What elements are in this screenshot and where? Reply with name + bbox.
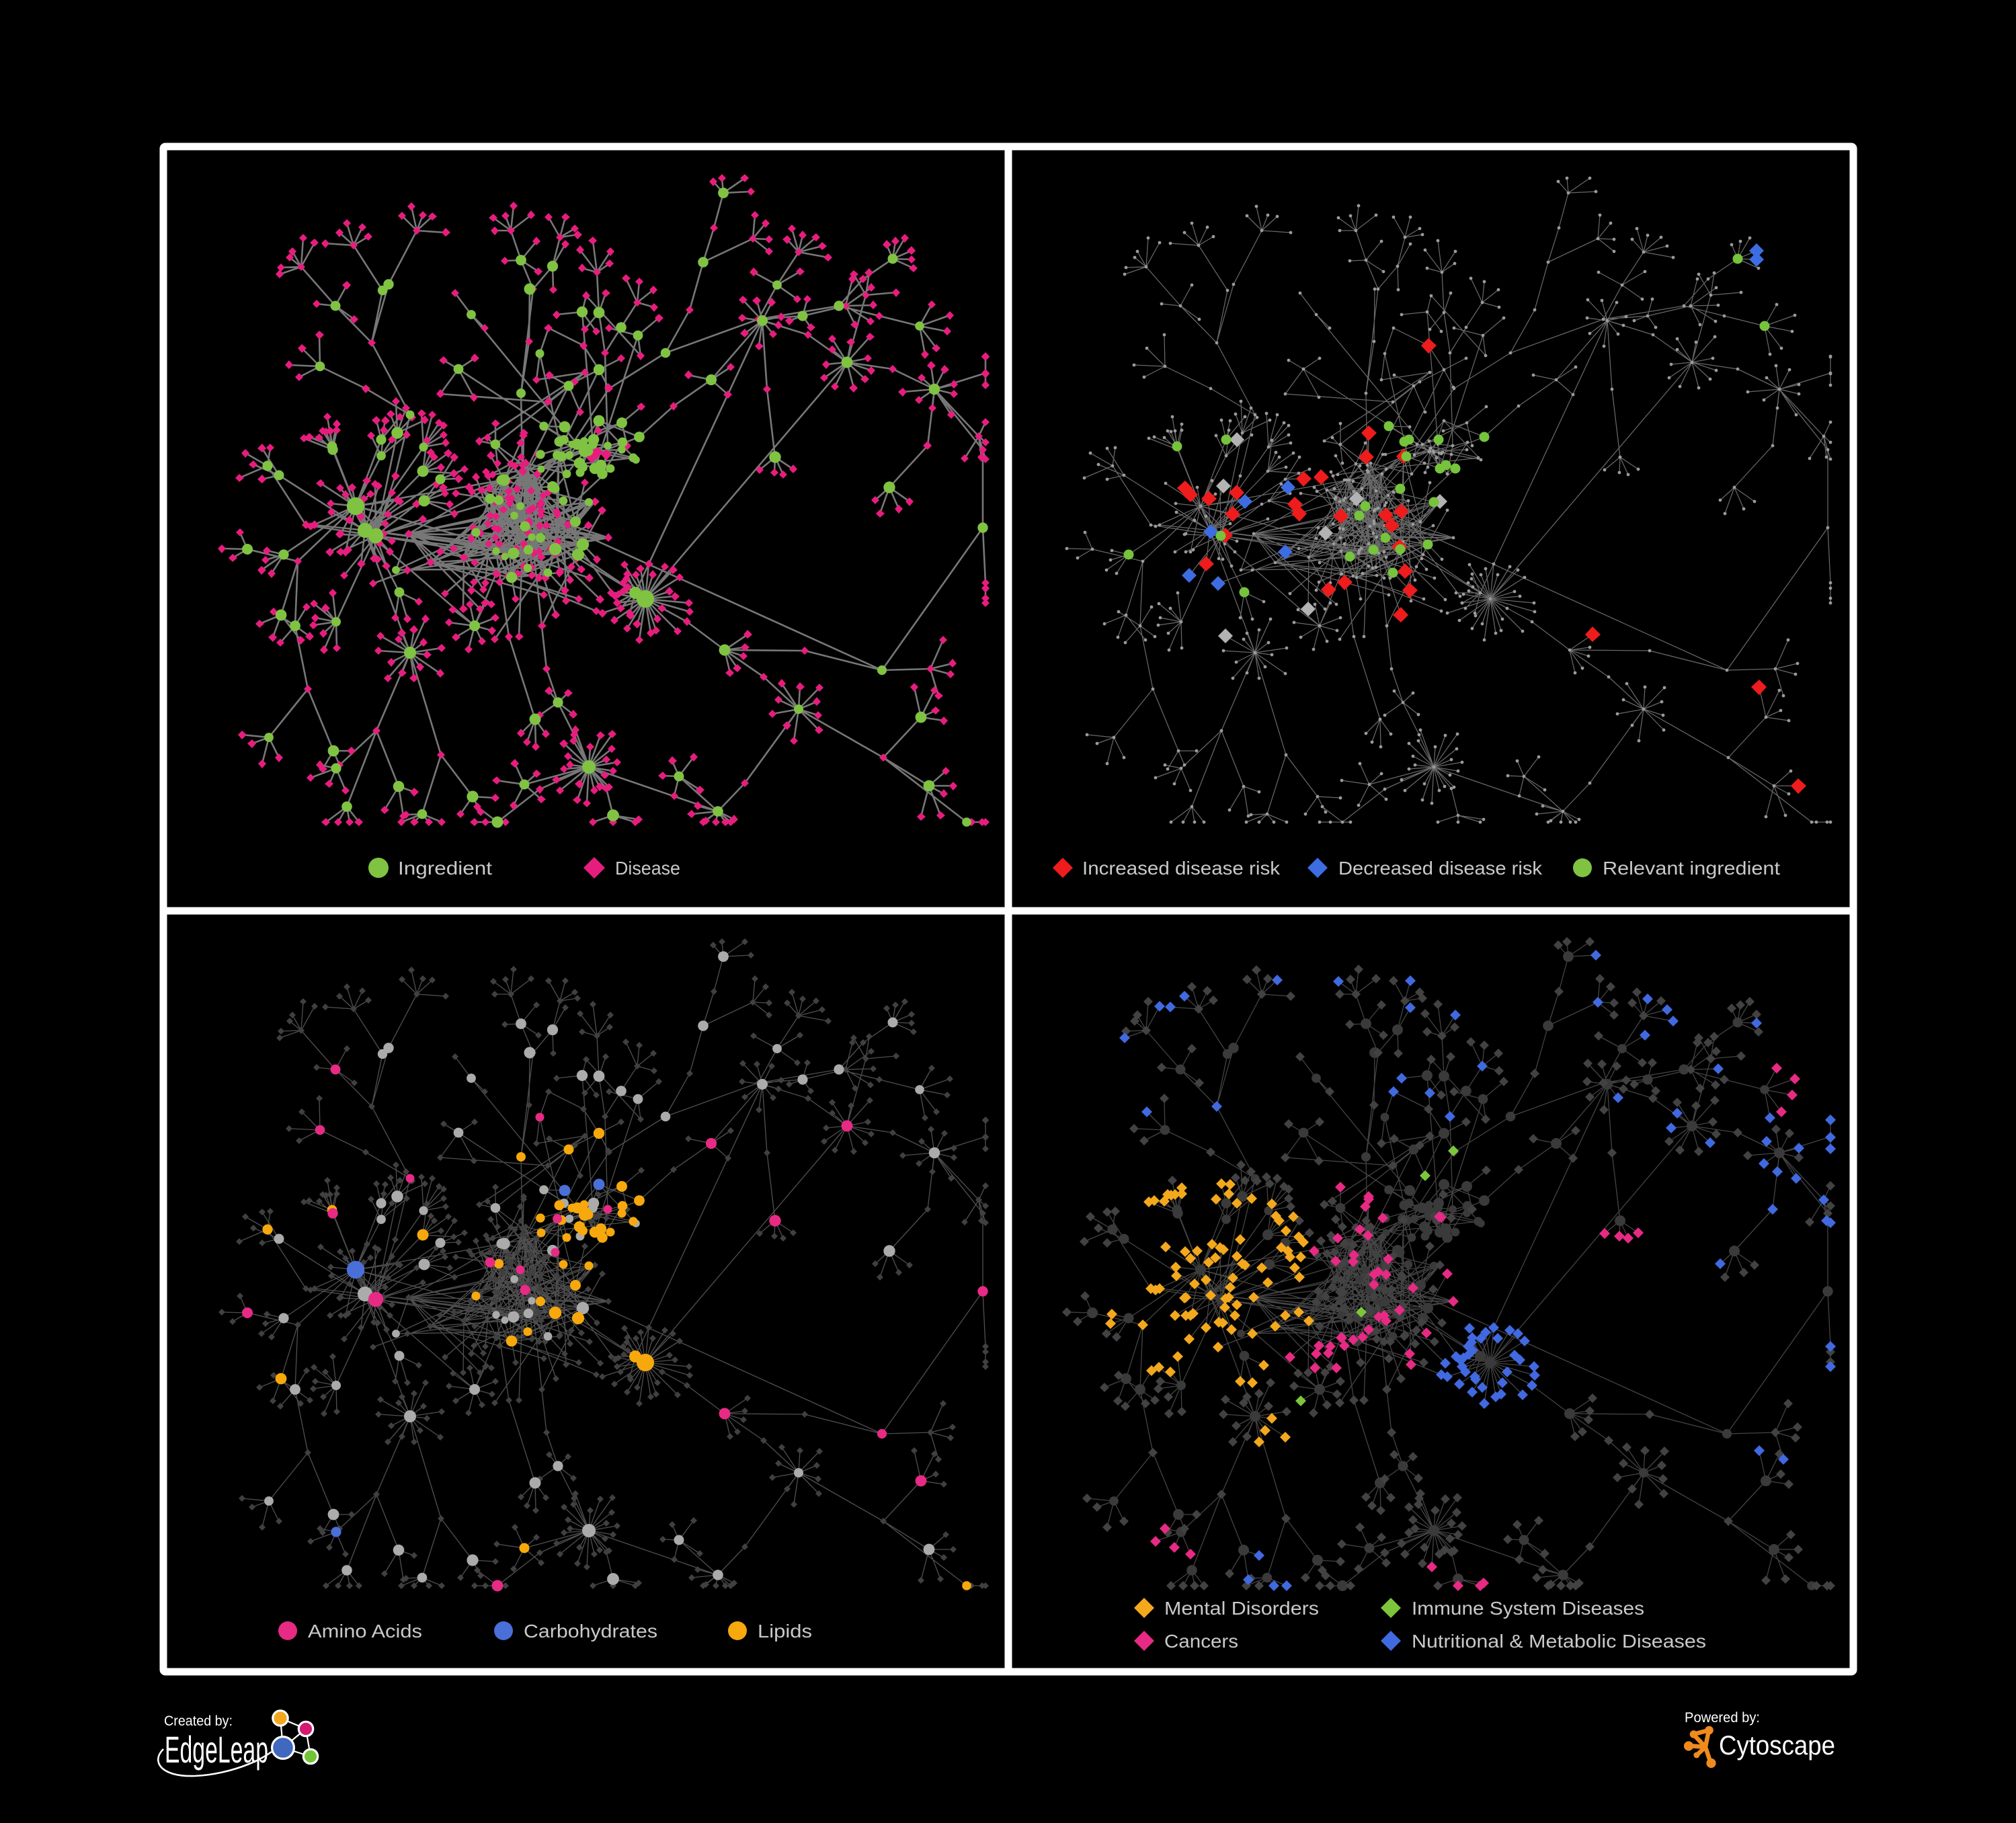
svg-text:Cytoscape: Cytoscape: [1719, 1731, 1835, 1760]
svg-text:Relevant ingredient: Relevant ingredient: [1603, 858, 1780, 879]
svg-text:Decreased disease risk: Decreased disease risk: [1338, 858, 1543, 879]
svg-text:Disease: Disease: [615, 858, 680, 879]
svg-text:Lipids: Lipids: [758, 1621, 812, 1642]
svg-text:Amino Acids: Amino Acids: [308, 1621, 422, 1642]
svg-text:Increased disease risk: Increased disease risk: [1082, 858, 1281, 879]
svg-text:Ingredient: Ingredient: [398, 858, 492, 879]
svg-text:Immune System Diseases: Immune System Diseases: [1412, 1598, 1644, 1619]
svg-text:Carbohydrates: Carbohydrates: [524, 1621, 657, 1642]
svg-text:Created by:: Created by:: [164, 1713, 233, 1729]
svg-text:Mental Disorders: Mental Disorders: [1164, 1598, 1319, 1619]
svg-text:Cancers: Cancers: [1164, 1631, 1238, 1652]
svg-text:EdgeLeap: EdgeLeap: [165, 1728, 268, 1771]
svg-text:Nutritional & Metabolic Diseas: Nutritional & Metabolic Diseases: [1412, 1631, 1706, 1652]
svg-text:Powered by:: Powered by:: [1685, 1710, 1760, 1726]
